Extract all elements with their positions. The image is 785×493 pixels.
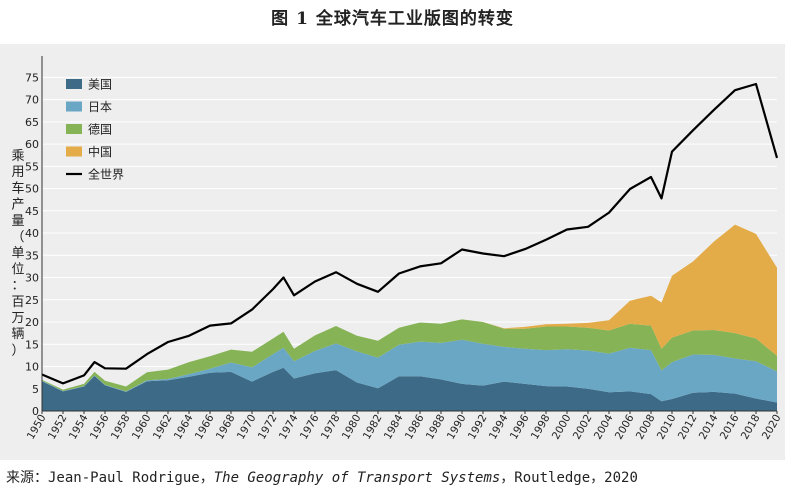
y-label-char: （	[11, 230, 24, 245]
x-tick-label: 2000	[550, 413, 574, 442]
y-tick-label: 40	[25, 227, 39, 240]
source-book-title: The Geography of Transport Systems	[213, 470, 501, 486]
y-label-char: 单	[11, 246, 24, 261]
x-tick-label: 1962	[151, 413, 175, 442]
y-tick-label: 45	[25, 205, 39, 218]
legend-label: 中国	[88, 144, 112, 159]
y-label-char: 乘	[11, 149, 24, 164]
x-tick-label: 2004	[592, 412, 616, 441]
y-tick-labels: 0 5 10 15 20 25 30 35 40 45 50 55 60 65 70 75	[25, 71, 39, 418]
x-tick-label: 1982	[361, 413, 385, 442]
x-tick-label: 2002	[571, 413, 595, 442]
x-tick-label: 1958	[109, 413, 133, 442]
y-label-char: 位	[11, 262, 24, 277]
y-label-char: 车	[11, 180, 24, 196]
x-tick-label: 1990	[445, 413, 469, 442]
x-tick-label: 1970	[235, 413, 259, 442]
x-tick-label: 1952	[46, 413, 70, 442]
source-note: 来源：Jean-Paul Rodrigue，The Geography of T…	[6, 467, 638, 487]
axes	[41, 56, 778, 414]
y-label-char: 百	[11, 295, 24, 310]
legend-label: 全世界	[88, 167, 124, 182]
legend-swatch	[66, 146, 82, 157]
x-tick-label: 1994	[487, 412, 511, 441]
y-tick-label: 65	[25, 116, 39, 129]
x-tick-label: 2010	[655, 413, 679, 442]
x-tick-label: 1980	[340, 413, 364, 442]
y-label-char: 辆	[11, 327, 24, 342]
x-tick-label: 1968	[214, 413, 238, 442]
y-tick-label: 15	[25, 338, 39, 351]
legend-swatch	[66, 101, 82, 112]
chart-title: 图 1 全球汽车工业版图的转变	[271, 9, 514, 29]
x-tick-labels: 1950195219541956195819601962196419661968…	[25, 412, 784, 441]
legend-label: 德国	[88, 122, 112, 137]
x-tick-label: 1972	[256, 413, 280, 442]
x-tick-label: 2016	[718, 412, 742, 441]
x-tick-label: 1954	[67, 412, 91, 441]
y-label-char: ：	[11, 279, 24, 294]
legend-label: 美国	[88, 78, 112, 92]
source-prefix: 来源：Jean-Paul Rodrigue，	[6, 470, 214, 486]
world-total-line	[41, 82, 779, 385]
x-tick-label: 1966	[193, 412, 217, 441]
y-label-char: 万	[11, 311, 24, 326]
y-tick-label: 60	[25, 138, 39, 151]
x-tick-label: 1988	[424, 413, 448, 442]
x-tick-label: 1978	[319, 413, 343, 442]
y-tick-label: 25	[25, 294, 39, 307]
y-tick-label: 50	[25, 183, 39, 196]
x-tick-label: 1974	[277, 412, 301, 441]
y-label-char: 产	[11, 198, 24, 213]
x-tick-label: 2008	[634, 413, 658, 442]
x-tick-label: 1976	[298, 412, 322, 441]
y-tick-label: 35	[25, 249, 39, 262]
y-tick-label: 55	[25, 160, 39, 173]
x-tick-label: 1984	[382, 412, 406, 441]
area-日本	[42, 339, 777, 403]
x-tick-label: 2012	[676, 413, 700, 442]
x-tick-label: 1998	[529, 413, 553, 442]
y-tick-label: 0	[32, 405, 39, 418]
x-tick-label: 1964	[172, 412, 196, 441]
x-tick-label: 1996	[508, 412, 532, 441]
y-tick-label: 10	[25, 361, 39, 374]
x-tick-label: 2018	[739, 413, 763, 442]
x-tick-label: 1986	[403, 412, 427, 441]
x-tick-label: 1956	[88, 412, 112, 441]
y-label-char: ）	[11, 343, 24, 358]
legend-swatch	[66, 79, 82, 89]
y-label-char: 量	[11, 214, 24, 229]
x-tick-label: 1950	[25, 413, 49, 442]
y-tick-label: 30	[25, 272, 39, 285]
world-line-layer	[41, 82, 779, 385]
area-中国	[42, 224, 777, 390]
legend-label: 日本	[88, 100, 112, 114]
x-tick-label: 2020	[760, 413, 784, 442]
area-美国	[42, 367, 777, 411]
y-tick-label: 5	[32, 383, 39, 396]
x-tick-label: 1992	[466, 413, 490, 442]
y-label-char: 用	[11, 165, 24, 180]
x-tick-label: 2006	[613, 412, 637, 441]
legend-swatch	[66, 124, 82, 134]
source-suffix: ，Routledge，2020	[500, 470, 638, 486]
area-德国	[42, 319, 777, 392]
x-tick-label: 2014	[697, 412, 721, 441]
stacked-areas	[42, 224, 777, 411]
x-tick-label: 1960	[130, 413, 154, 442]
y-tick-label: 20	[25, 316, 39, 329]
y-tick-label: 75	[25, 71, 39, 84]
y-tick-label: 70	[25, 94, 39, 107]
